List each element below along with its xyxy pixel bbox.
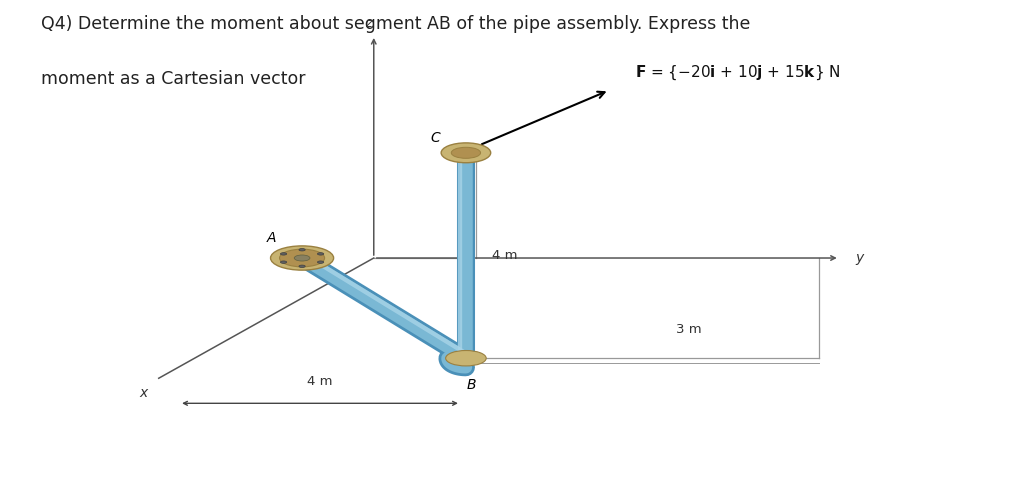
Text: 4 m: 4 m [492,249,517,262]
Text: z: z [366,17,372,30]
Ellipse shape [270,246,334,270]
Text: B: B [466,378,476,392]
Ellipse shape [299,265,305,268]
Text: y: y [855,251,863,265]
Ellipse shape [452,147,480,158]
Text: moment as a Cartesian vector: moment as a Cartesian vector [41,70,305,88]
Text: $\mathbf{F}$ = {$-$20$\mathbf{i}$ + 10$\mathbf{j}$ + 15$\mathbf{k}$} N: $\mathbf{F}$ = {$-$20$\mathbf{i}$ + 10$\… [635,64,841,82]
Text: C: C [430,131,440,145]
Ellipse shape [441,143,490,163]
Ellipse shape [317,253,324,255]
Ellipse shape [281,253,287,255]
Text: Q4) Determine the moment about segment AB of the pipe assembly. Express the: Q4) Determine the moment about segment A… [41,15,751,33]
Ellipse shape [299,248,305,251]
Text: A: A [267,231,276,245]
Text: 4 m: 4 m [307,375,333,388]
Ellipse shape [445,351,486,366]
Ellipse shape [317,261,324,264]
Text: 3 m: 3 m [676,323,701,336]
Ellipse shape [294,255,310,261]
Ellipse shape [280,249,325,267]
Text: x: x [139,386,147,400]
Ellipse shape [281,261,287,264]
